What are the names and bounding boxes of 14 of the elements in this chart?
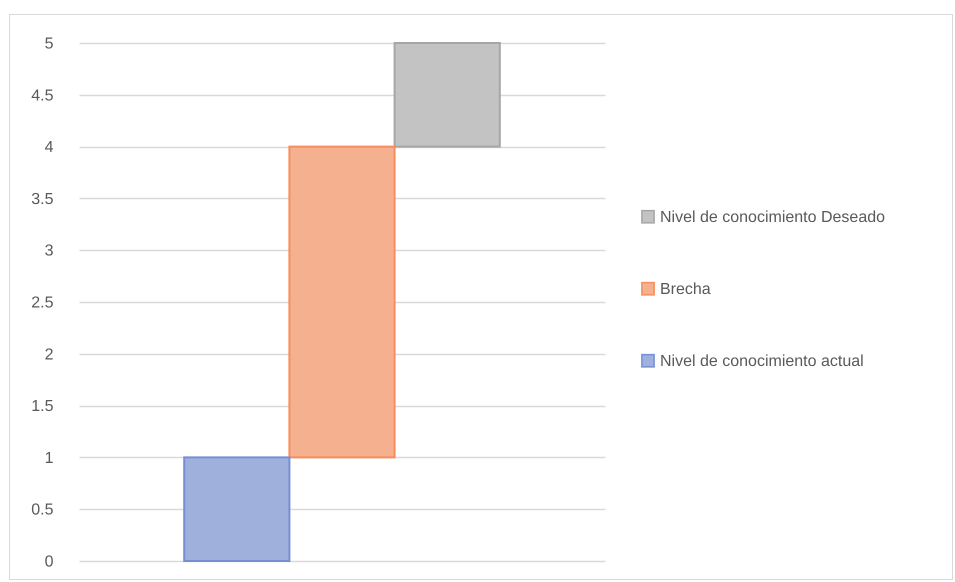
y-tick-label: 2.5 bbox=[31, 294, 54, 312]
y-tick-label: 5 bbox=[44, 36, 54, 52]
y-tick-label: 0.5 bbox=[31, 502, 54, 519]
y-tick-label: 4 bbox=[44, 139, 54, 156]
legend-label: Nivel de conocimiento Deseado bbox=[660, 208, 886, 226]
legend-label: Brecha bbox=[660, 280, 711, 298]
y-tick-label: 1.5 bbox=[31, 398, 54, 416]
y-tick-label: 2 bbox=[44, 346, 54, 364]
y-tick-label: 0 bbox=[44, 554, 54, 570]
y-tick-label: 3 bbox=[44, 242, 54, 260]
y-tick-label: 4.5 bbox=[31, 87, 54, 104]
y-tick-label: 1 bbox=[44, 450, 54, 467]
y-tick-label: 3.5 bbox=[31, 190, 54, 208]
legend-label: Nivel de conocimiento actual bbox=[660, 352, 864, 370]
